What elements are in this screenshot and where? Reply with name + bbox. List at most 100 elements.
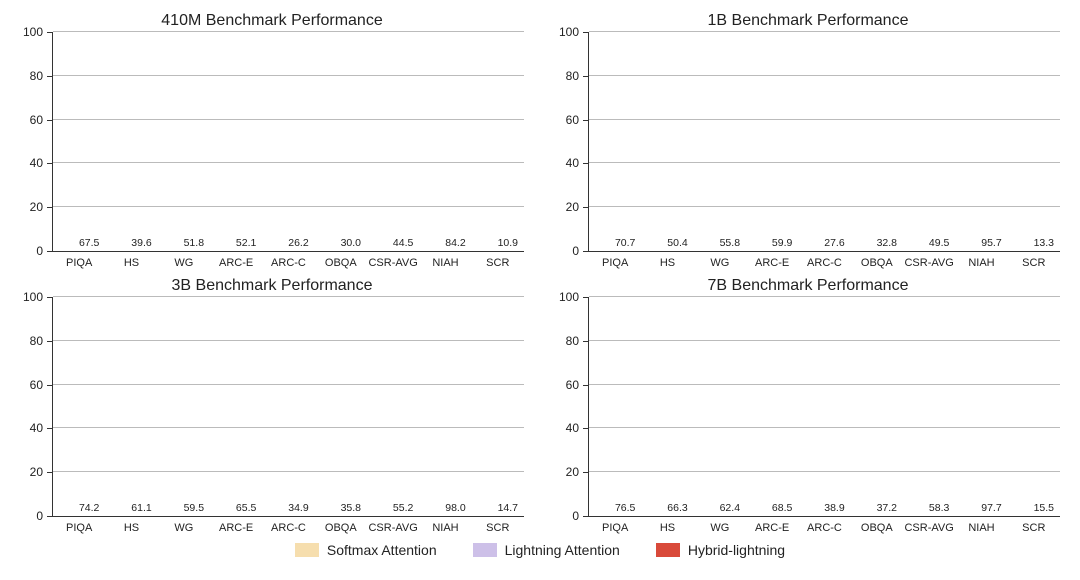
- ytick-label: 100: [559, 290, 589, 304]
- value-label: 98.0: [445, 502, 465, 514]
- xtick-label: HS: [660, 522, 675, 534]
- xtick-label: WG: [174, 257, 193, 269]
- legend-swatch: [473, 543, 497, 557]
- xtick-label: WG: [710, 257, 729, 269]
- xtick-label: HS: [124, 522, 139, 534]
- value-label: 58.3: [929, 502, 949, 514]
- value-label: 74.2: [79, 502, 99, 514]
- value-label: 51.8: [184, 237, 204, 249]
- legend-item-hybrid: Hybrid-lightning: [656, 542, 785, 558]
- xtick-label: OBQA: [861, 522, 893, 534]
- ytick-label: 20: [30, 200, 53, 214]
- xtick-label: ARC-C: [271, 522, 306, 534]
- xtick-label: CSR-AVG: [368, 257, 417, 269]
- panel-title: 7B Benchmark Performance: [552, 277, 1064, 295]
- value-label: 34.9: [288, 502, 308, 514]
- value-label: 14.7: [498, 502, 518, 514]
- xtick-label: ARC-E: [219, 257, 253, 269]
- xtick-label: SCR: [1022, 257, 1045, 269]
- value-label: 35.8: [341, 502, 361, 514]
- legend-item-lightning: Lightning Attention: [473, 542, 620, 558]
- value-label: 70.7: [615, 237, 635, 249]
- panel-title: 3B Benchmark Performance: [16, 277, 528, 295]
- ytick-label: 40: [30, 421, 53, 435]
- xtick-label: NIAH: [432, 522, 458, 534]
- value-label: 26.2: [288, 237, 308, 249]
- xtick-label: HS: [124, 257, 139, 269]
- xtick-label: CSR-AVG: [368, 522, 417, 534]
- panel-7b: 7B Benchmark Performance 02040608010076.…: [552, 277, 1064, 532]
- value-label: 39.6: [131, 237, 151, 249]
- legend-label: Softmax Attention: [327, 542, 437, 558]
- ytick-label: 100: [23, 25, 53, 39]
- chart-grid: 410M Benchmark Performance 0204060801006…: [16, 12, 1064, 532]
- plot-area: 02040608010070.7PIQA50.4HS55.8WG59.9ARC-…: [588, 32, 1060, 252]
- xtick-label: ARC-E: [755, 522, 789, 534]
- ytick-label: 60: [30, 113, 53, 127]
- plot-area: 02040608010076.5PIQA66.3HS62.4WG68.5ARC-…: [588, 297, 1060, 517]
- value-label: 32.8: [877, 237, 897, 249]
- value-label: 30.0: [341, 237, 361, 249]
- ytick-label: 40: [30, 156, 53, 170]
- ytick-label: 80: [30, 69, 53, 83]
- value-label: 76.5: [615, 502, 635, 514]
- value-label: 38.9: [824, 502, 844, 514]
- value-label: 68.5: [772, 502, 792, 514]
- xtick-label: CSR-AVG: [904, 257, 953, 269]
- value-label: 55.8: [720, 237, 740, 249]
- value-label: 13.3: [1034, 237, 1054, 249]
- ytick-label: 0: [572, 509, 589, 523]
- ytick-label: 40: [566, 156, 589, 170]
- value-label: 50.4: [667, 237, 687, 249]
- ytick-label: 20: [30, 465, 53, 479]
- ytick-label: 40: [566, 421, 589, 435]
- legend-item-softmax: Softmax Attention: [295, 542, 437, 558]
- value-label: 15.5: [1034, 502, 1054, 514]
- xtick-label: HS: [660, 257, 675, 269]
- value-label: 61.1: [131, 502, 151, 514]
- panel-title: 1B Benchmark Performance: [552, 12, 1064, 30]
- xtick-label: CSR-AVG: [904, 522, 953, 534]
- value-label: 95.7: [981, 237, 1001, 249]
- xtick-label: WG: [710, 522, 729, 534]
- value-label: 67.5: [79, 237, 99, 249]
- ytick-label: 20: [566, 200, 589, 214]
- plot-area: 02040608010067.5PIQA39.6HS51.8WG52.1ARC-…: [52, 32, 524, 252]
- value-label: 44.5: [393, 237, 413, 249]
- legend-swatch: [656, 543, 680, 557]
- panel-410m: 410M Benchmark Performance 0204060801006…: [16, 12, 528, 267]
- xtick-label: PIQA: [66, 522, 92, 534]
- xtick-label: ARC-C: [807, 257, 842, 269]
- value-label: 66.3: [667, 502, 687, 514]
- xtick-label: NIAH: [968, 522, 994, 534]
- ytick-label: 0: [36, 244, 53, 258]
- xtick-label: OBQA: [861, 257, 893, 269]
- value-label: 59.5: [184, 502, 204, 514]
- xtick-label: WG: [174, 522, 193, 534]
- legend-label: Hybrid-lightning: [688, 542, 785, 558]
- xtick-label: SCR: [486, 522, 509, 534]
- xtick-label: ARC-C: [807, 522, 842, 534]
- xtick-label: NIAH: [432, 257, 458, 269]
- value-label: 62.4: [720, 502, 740, 514]
- xtick-label: ARC-E: [755, 257, 789, 269]
- xtick-label: ARC-C: [271, 257, 306, 269]
- value-label: 37.2: [877, 502, 897, 514]
- value-label: 59.9: [772, 237, 792, 249]
- plot-area: 02040608010074.2PIQA61.1HS59.5WG65.5ARC-…: [52, 297, 524, 517]
- xtick-label: PIQA: [602, 522, 628, 534]
- ytick-label: 0: [36, 509, 53, 523]
- ytick-label: 60: [30, 378, 53, 392]
- ytick-label: 80: [566, 69, 589, 83]
- ytick-label: 80: [566, 334, 589, 348]
- value-label: 97.7: [981, 502, 1001, 514]
- legend-swatch: [295, 543, 319, 557]
- panel-title: 410M Benchmark Performance: [16, 12, 528, 30]
- panel-1b: 1B Benchmark Performance 02040608010070.…: [552, 12, 1064, 267]
- value-label: 49.5: [929, 237, 949, 249]
- ytick-label: 20: [566, 465, 589, 479]
- xtick-label: PIQA: [602, 257, 628, 269]
- ytick-label: 0: [572, 244, 589, 258]
- xtick-label: SCR: [1022, 522, 1045, 534]
- value-label: 65.5: [236, 502, 256, 514]
